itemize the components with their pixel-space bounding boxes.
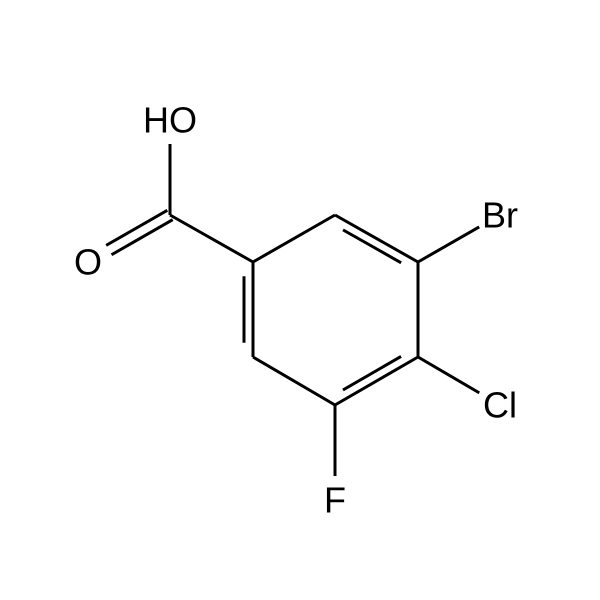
atom-label-Cl: Cl <box>483 385 517 426</box>
atom-label-Odbl: O <box>74 242 102 283</box>
molecule-diagram: HO O Br Cl F <box>0 0 600 600</box>
atom-label-F: F <box>324 480 346 521</box>
atom-label-Ohy: HO <box>143 100 197 141</box>
atom-label-Br: Br <box>482 195 518 236</box>
